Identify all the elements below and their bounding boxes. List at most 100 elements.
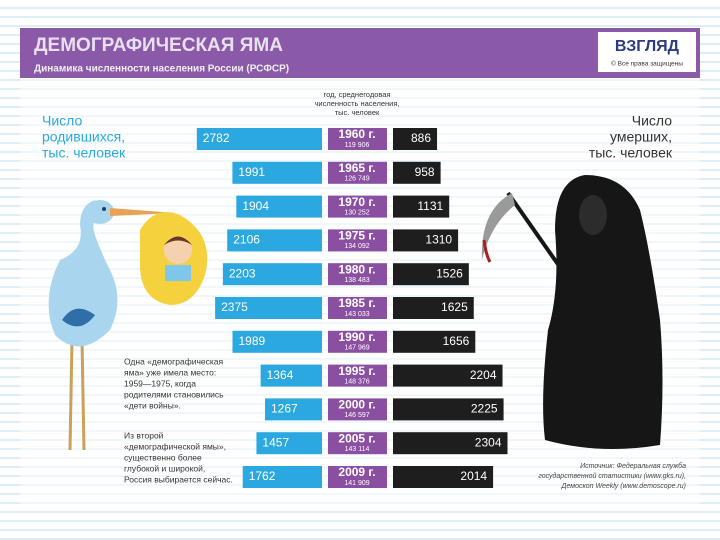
population-label: 141 909 — [344, 480, 369, 487]
right-label: тыс. человек — [589, 145, 673, 161]
population-label: 148 376 — [344, 378, 369, 385]
death-bar — [393, 432, 508, 455]
year-label: 1975 г. — [338, 229, 375, 243]
birth-bar — [256, 432, 322, 455]
population-label: 143 033 — [344, 311, 369, 318]
birth-bar — [227, 229, 322, 252]
death-value: 958 — [415, 165, 435, 179]
death-value: 1625 — [441, 300, 468, 314]
death-value: 2225 — [471, 402, 498, 416]
death-value: 1131 — [417, 199, 443, 213]
note: «дети войны». — [124, 400, 181, 410]
year-label: 1960 г. — [338, 127, 375, 141]
death-value: 1526 — [436, 266, 463, 280]
header-band — [20, 28, 700, 78]
logo: ВЗГЛЯД — [615, 38, 680, 55]
population-label: 143 114 — [345, 446, 370, 453]
logo-note: © Все права защищены — [611, 60, 683, 68]
year-label: 1985 г. — [338, 296, 375, 310]
death-bar — [393, 330, 476, 353]
birth-value: 1364 — [267, 368, 294, 382]
center-label: численность населения, — [314, 99, 399, 108]
chart-title: ДЕМОГРАФИЧЕСКАЯ ЯМА — [34, 35, 283, 56]
death-bar — [393, 297, 474, 319]
death-bar — [393, 466, 494, 488]
birth-bar — [196, 128, 322, 150]
death-value: 1656 — [443, 334, 470, 348]
note: глубокой и широкой, — [124, 463, 205, 473]
note: родителями становились — [124, 389, 224, 399]
birth-value: 1989 — [238, 334, 265, 348]
death-bar — [393, 128, 438, 150]
right-label: Число — [632, 113, 672, 129]
logo-box — [598, 32, 696, 72]
death-bar — [393, 398, 504, 421]
population-label: 130 252 — [344, 209, 369, 216]
year-box — [328, 229, 387, 252]
right-label: умерших, — [610, 129, 672, 145]
population-label: 134 092 — [344, 243, 369, 250]
death-value: 1310 — [425, 233, 452, 247]
birth-bar — [232, 161, 322, 184]
note: Одна «демографическая — [124, 356, 223, 366]
source: Демоскоп Weekly (www.demoscope.ru) — [561, 483, 686, 490]
note: яма» уже имела место: — [124, 367, 216, 377]
year-label: 1995 г. — [338, 364, 375, 378]
left-label: родившихся, — [42, 129, 125, 145]
year-box — [328, 330, 387, 353]
source: государственной статистики (www.gks.ru), — [538, 472, 686, 480]
birth-value: 1267 — [271, 402, 298, 416]
year-box — [328, 466, 387, 488]
birth-value: 2203 — [229, 266, 256, 280]
birth-value: 1457 — [262, 435, 289, 449]
year-box — [328, 128, 387, 150]
birth-value: 2106 — [233, 233, 260, 247]
note: Россия выбирается сейчас. — [124, 474, 233, 484]
death-value: 2204 — [470, 368, 497, 382]
left-label: Число — [42, 113, 82, 129]
death-bar — [393, 229, 459, 252]
population-label: 138 483 — [344, 277, 369, 284]
year-label: 1990 г. — [338, 330, 375, 344]
death-value: 2014 — [460, 469, 487, 483]
note: Из второй — [124, 430, 164, 440]
death-bar — [393, 364, 503, 387]
birth-bar — [222, 263, 322, 286]
center-label: год, среднегодовая — [324, 90, 391, 99]
reaper-illustration — [481, 175, 663, 449]
population-label: 146 597 — [344, 412, 369, 419]
year-label: 1980 г. — [338, 262, 375, 276]
year-box — [328, 161, 387, 184]
year-box — [328, 263, 387, 286]
source: Источник: Федеральная служба — [580, 462, 686, 470]
year-box — [328, 364, 387, 387]
note: «демографической ямы», — [124, 441, 226, 451]
birth-bar — [260, 364, 322, 387]
chart-subtitle: Динамика численности населения России (Р… — [34, 64, 289, 75]
death-value: 2304 — [475, 435, 502, 449]
birth-bar — [242, 466, 322, 488]
year-label: 1970 г. — [338, 195, 375, 209]
year-box — [328, 398, 387, 421]
year-label: 2009 г. — [338, 465, 375, 479]
death-bar — [393, 263, 469, 286]
birth-bar — [264, 398, 322, 421]
birth-value: 1991 — [238, 165, 265, 179]
population-label: 147 969 — [344, 345, 369, 352]
stork-illustration — [48, 200, 208, 451]
birth-bar — [232, 330, 322, 353]
year-box — [328, 297, 387, 319]
birth-value: 2782 — [203, 131, 230, 145]
death-value: 886 — [411, 131, 431, 145]
center-label: тыс. человек — [335, 108, 380, 117]
birth-value: 2375 — [221, 300, 248, 314]
year-label: 2000 г. — [338, 398, 375, 412]
birth-value: 1904 — [242, 199, 269, 213]
year-label: 1965 г. — [338, 161, 375, 175]
birth-value: 1762 — [249, 469, 276, 483]
note: 1959—1975, когда — [124, 378, 196, 388]
year-label: 2005 г. — [338, 431, 375, 445]
year-box — [328, 432, 387, 455]
